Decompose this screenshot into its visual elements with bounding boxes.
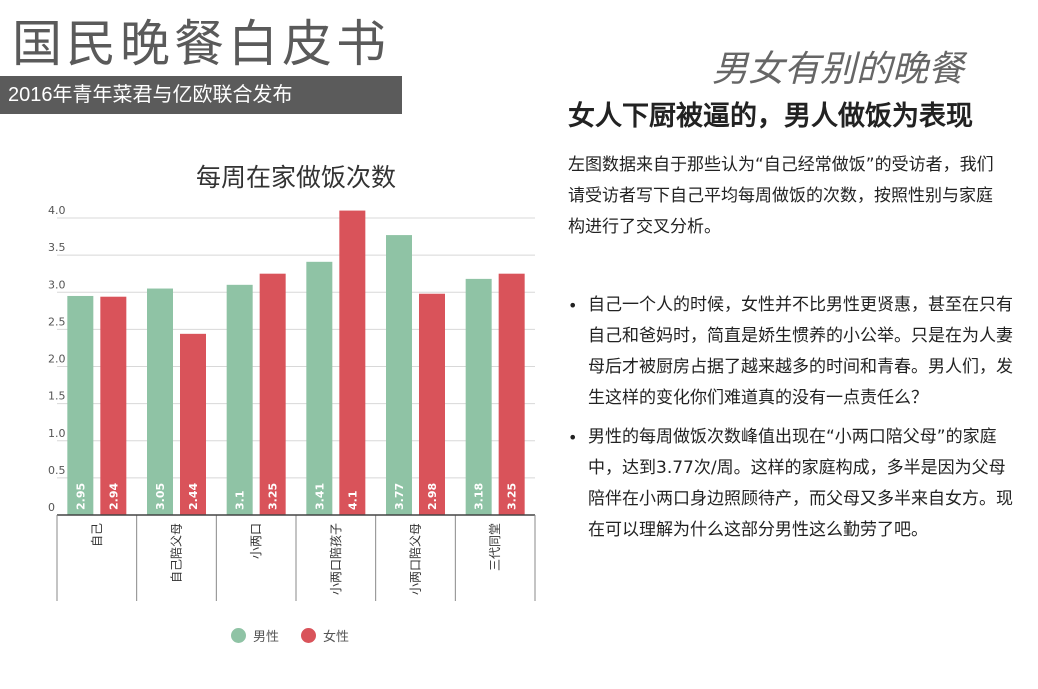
bullet-dot-icon: • bbox=[568, 428, 578, 447]
bar-female bbox=[498, 273, 525, 515]
bar-male bbox=[147, 288, 173, 515]
bullet-item: • 自己一个人的时候，女性并不比男性更贤惠，甚至在只有自己和爸妈时，简直是娇生惯… bbox=[566, 290, 1016, 414]
data-label-male: 3.41 bbox=[313, 483, 326, 510]
y-tick-label: 4.0 bbox=[48, 204, 66, 217]
bullet-list: • 自己一个人的时候，女性并不比男性更贤惠，甚至在只有自己和爸妈时，简直是娇生惯… bbox=[566, 290, 1016, 554]
legend-label-male: 男性 bbox=[253, 630, 280, 645]
data-label-male: 3.1 bbox=[234, 491, 247, 511]
bar-female bbox=[100, 296, 127, 515]
x-tick-label: 自己陪父母 bbox=[169, 523, 184, 583]
data-label-female: 2.44 bbox=[187, 483, 200, 510]
chart-title: 每周在家做饭次数 bbox=[196, 163, 396, 192]
x-tick-label: 小两口陪孩子 bbox=[328, 523, 343, 595]
legend-item-female: 女性 bbox=[301, 626, 349, 645]
data-label-male: 2.95 bbox=[74, 483, 87, 510]
subtitle-banner: 2016年青年菜君与亿欧联合发布 bbox=[0, 76, 402, 114]
section-script-title: 男女有别的晚餐 bbox=[712, 49, 965, 90]
bar-male bbox=[386, 235, 412, 515]
bar-chart: 每周在家做饭次数 0 0.5 1.0 1.5 2.0 2.5 3.0 3.5 4.0 2.95 2.9… bbox=[48, 163, 536, 601]
legend-swatch-female bbox=[301, 628, 317, 643]
data-label-male: 3.05 bbox=[154, 483, 167, 510]
data-label-female: 2.98 bbox=[426, 483, 439, 510]
bullet-text: 自己一个人的时候，女性并不比男性更贤惠，甚至在只有自己和爸妈时，简直是娇生惯养的… bbox=[588, 295, 1013, 408]
intro-paragraph: 左图数据来自于那些认为“自己经常做饭”的受访者，我们请受访者写下自己平均每周做饭… bbox=[568, 155, 994, 237]
y-tick-label: 2.5 bbox=[48, 315, 66, 328]
x-tick-label: 小两口陪父母 bbox=[408, 523, 423, 595]
data-label-male: 3.77 bbox=[393, 483, 406, 510]
data-label-female: 2.94 bbox=[107, 483, 120, 510]
bar-male bbox=[67, 295, 94, 515]
x-tick-label: 小两口 bbox=[249, 523, 263, 559]
page-title: 国民晚餐白皮书 bbox=[12, 15, 390, 73]
data-label-female: 4.1 bbox=[346, 491, 359, 511]
data-label-female: 3.25 bbox=[267, 483, 280, 510]
x-tick-label: 三代同堂 bbox=[488, 523, 502, 571]
bar-female bbox=[339, 210, 366, 515]
y-tick-label: 1.5 bbox=[48, 390, 66, 403]
y-tick-label: 1.0 bbox=[48, 427, 66, 440]
bullet-text: 男性的每周做饭次数峰值出现在“小两口陪父母”的家庭中，达到3.77次/周。这样的… bbox=[588, 427, 1013, 540]
bullet-item: • 男性的每周做饭次数峰值出现在“小两口陪父母”的家庭中，达到3.77次/周。这… bbox=[566, 422, 1016, 546]
data-label-male: 3.18 bbox=[473, 483, 486, 510]
x-tick-label: 自己 bbox=[90, 523, 104, 547]
bar-female bbox=[259, 273, 286, 515]
bar-male bbox=[306, 261, 333, 515]
y-tick-label: 2.0 bbox=[48, 353, 66, 366]
bar-male bbox=[226, 284, 253, 515]
y-tick-label: 3.0 bbox=[48, 278, 66, 291]
bullet-dot-icon: • bbox=[568, 296, 578, 315]
legend-item-male: 男性 bbox=[231, 626, 279, 645]
bar-male bbox=[465, 278, 492, 515]
data-label-female: 3.25 bbox=[506, 483, 519, 510]
legend-label-female: 女性 bbox=[323, 630, 350, 645]
y-tick-label: 0.5 bbox=[48, 464, 66, 477]
y-tick-label: 0 bbox=[48, 501, 55, 514]
bar-female bbox=[180, 333, 206, 515]
y-tick-label: 3.5 bbox=[48, 241, 66, 254]
section-heading: 女人下厨被逼的，男人做饭为表现 bbox=[568, 101, 973, 132]
legend-swatch-male bbox=[231, 628, 246, 643]
bar-female bbox=[419, 293, 445, 515]
chart-legend: 男性 女性 bbox=[231, 626, 371, 645]
